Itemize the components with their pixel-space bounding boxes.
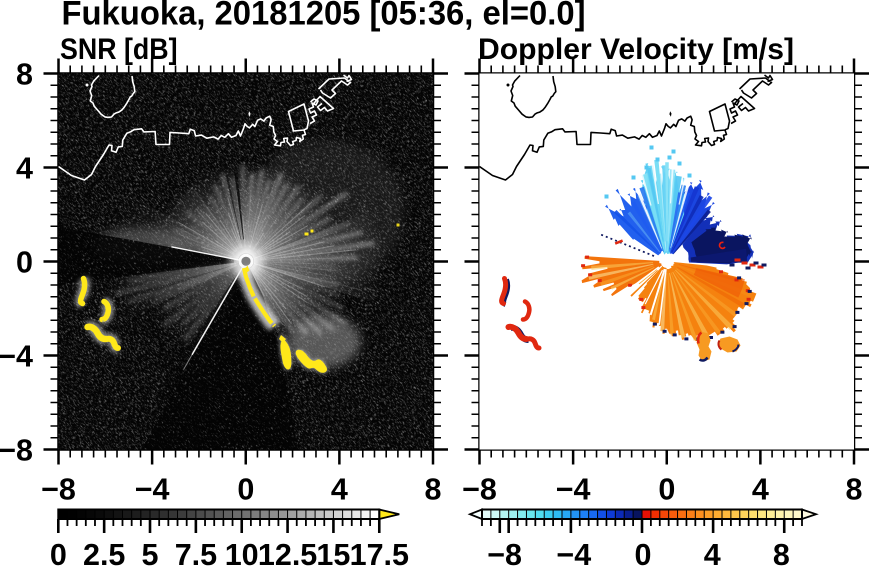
svg-text:−8: −8 [0,433,33,467]
svg-text:5: 5 [142,538,159,570]
svg-text:SNR [dB]: SNR [dB] [60,33,178,66]
svg-text:2.5: 2.5 [83,538,125,570]
svg-text:Fukuoka, 20181205 [05:36, el=0: Fukuoka, 20181205 [05:36, el=0.0] [62,0,586,33]
svg-text:−8: −8 [41,473,76,507]
svg-text:10: 10 [225,538,259,570]
svg-text:−4: −4 [135,473,170,507]
svg-text:4: 4 [16,151,33,185]
svg-text:8: 8 [16,57,33,91]
svg-text:7.5: 7.5 [175,538,217,570]
svg-text:4: 4 [704,538,721,570]
svg-text:−8: −8 [487,538,522,570]
svg-text:0: 0 [50,538,67,570]
svg-text:−4: −4 [556,538,591,570]
svg-text:15: 15 [316,538,350,570]
svg-text:8: 8 [846,473,863,507]
svg-text:−4: −4 [556,473,591,507]
svg-text:0: 0 [658,473,675,507]
svg-text:0: 0 [237,473,254,507]
svg-text:−4: −4 [0,339,33,373]
svg-text:0: 0 [16,245,33,279]
svg-text:8: 8 [425,473,442,507]
svg-text:−8: −8 [462,473,497,507]
svg-text:17.5: 17.5 [350,538,409,570]
svg-text:8: 8 [773,538,790,570]
svg-text:4: 4 [331,473,348,507]
svg-text:4: 4 [752,473,769,507]
svg-text:0: 0 [635,538,652,570]
svg-text:Doppler Velocity [m/s]: Doppler Velocity [m/s] [478,33,794,66]
svg-text:12.5: 12.5 [258,538,317,570]
